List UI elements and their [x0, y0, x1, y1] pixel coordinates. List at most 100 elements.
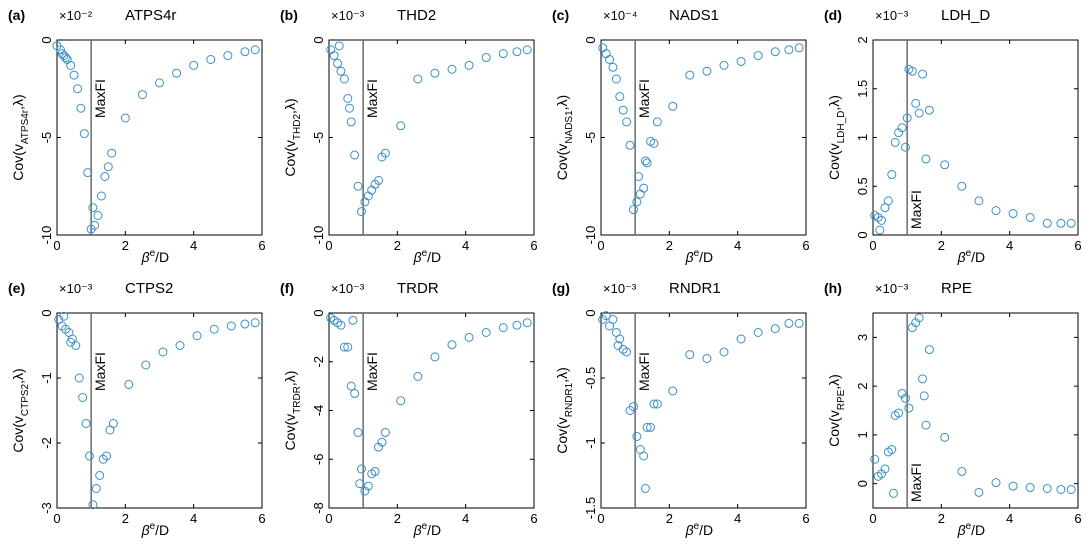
y-axis-label: Cov(vCTPS2,λ)	[10, 368, 31, 452]
data-point	[770, 324, 780, 334]
exponent-label: ×10⁻³	[59, 281, 93, 296]
data-point	[991, 206, 1001, 216]
panel-nads1: 0 2 4 6 0 -5 -10 MaxFI (c) ×10⁻⁴ NADS1 βe/D Cov(vNAD…	[552, 7, 810, 265]
x-tick-label: 0	[53, 238, 60, 253]
maxfi-label: MaxFI	[364, 352, 380, 391]
x-tick-label: 6	[1074, 238, 1081, 253]
x-tick-label: 6	[1074, 511, 1081, 526]
panel-ctps2: 0 2 4 6 0 -1 -2 -3 MaxFI (e) ×10⁻³ CTPS2 βe/D Cov(vCT…	[8, 280, 266, 538]
data-point	[141, 360, 151, 370]
data-point	[370, 466, 380, 476]
data-point	[367, 185, 377, 195]
y-tick-label: 2	[855, 383, 870, 390]
panel-title: RPE	[941, 280, 972, 297]
data-point	[613, 341, 623, 350]
data-point	[74, 373, 84, 383]
data-point	[345, 103, 354, 113]
data-point	[430, 68, 440, 78]
data-point	[1066, 484, 1076, 494]
y-tick-label: -10	[39, 226, 54, 245]
data-point	[608, 62, 618, 72]
data-point	[240, 319, 250, 329]
panel-label: (b)	[280, 7, 298, 23]
data-point	[447, 64, 457, 74]
data-point	[918, 374, 928, 384]
data-point	[84, 451, 94, 461]
data-point	[396, 396, 406, 406]
y-tick-label: 0	[855, 480, 870, 487]
data-point	[88, 203, 98, 213]
plot-frame	[56, 39, 263, 236]
data-point	[336, 320, 346, 330]
data-point	[1056, 484, 1066, 494]
data-point	[894, 408, 904, 418]
data-point	[124, 380, 134, 389]
y-axis-label: Cov(vNADS1,λ)	[554, 95, 575, 180]
data-point	[1042, 484, 1052, 493]
y-axis-label: Cov(vRNDR1,λ)	[554, 367, 575, 454]
y-tick-label: 2	[855, 36, 870, 43]
plot-frame	[328, 39, 535, 236]
x-tick-label: 2	[666, 511, 673, 526]
data-point	[608, 315, 618, 324]
data-point	[877, 469, 887, 479]
y-tick-label: 1	[855, 134, 870, 141]
data-point	[611, 74, 621, 84]
data-point	[897, 123, 907, 133]
data-point	[355, 479, 365, 489]
x-tick-label: 6	[530, 238, 537, 253]
data-point	[346, 117, 356, 127]
data-point	[784, 45, 794, 55]
data-point	[784, 318, 794, 328]
x-tick-label: 4	[1006, 238, 1013, 253]
data-point	[334, 41, 344, 51]
data-point	[512, 320, 522, 330]
data-point	[96, 191, 106, 201]
data-point	[155, 78, 164, 88]
x-tick-label: 0	[325, 511, 332, 526]
data-point	[622, 117, 632, 127]
data-point	[380, 148, 390, 158]
data-point	[601, 311, 611, 321]
plot-frame	[328, 312, 535, 509]
y-tick-label: -2	[39, 437, 54, 449]
x-tick-label: 4	[462, 511, 469, 526]
data-point	[1056, 218, 1066, 228]
y-tick-label: 0	[855, 231, 870, 238]
x-tick-label: 2	[938, 238, 945, 253]
panel-rndr1: 0 2 4 6 0 -0.5 -1 -1.5 MaxFI (g) ×10⁻³ RNDR1 βe/D Cov…	[552, 280, 810, 538]
data-point	[628, 205, 638, 215]
data-point	[794, 318, 804, 328]
data-point	[702, 354, 712, 363]
x-tick-label: 0	[53, 511, 60, 526]
maxfi-label: MaxFI	[364, 79, 380, 118]
data-point	[907, 323, 917, 333]
x-tick-label: 4	[734, 238, 741, 253]
y-axis-label: Cov(vTRDR,λ)	[282, 371, 303, 451]
data-point	[137, 90, 147, 100]
data-point	[363, 481, 373, 491]
data-point	[883, 196, 893, 206]
y-tick-label: -5	[583, 132, 598, 144]
data-point	[206, 55, 216, 64]
panel-title: RNDR1	[669, 280, 721, 297]
data-point	[911, 98, 921, 108]
x-tick-label: 0	[597, 238, 604, 253]
data-point	[336, 66, 346, 76]
data-point	[356, 464, 366, 474]
data-point	[904, 403, 914, 413]
data-point	[794, 43, 804, 53]
y-tick-label: 0	[311, 309, 326, 316]
x-tick-label: 2	[122, 238, 129, 253]
data-point	[770, 47, 780, 57]
data-point	[719, 347, 729, 357]
data-point	[73, 84, 82, 94]
panel-rpe: 0 2 4 6 3 2 1 0 MaxFI (h) ×10⁻³ RPE βe/D Cov(vRPE,λ)	[824, 280, 1082, 538]
data-point	[346, 381, 356, 391]
data-point	[974, 196, 984, 206]
data-point	[625, 140, 635, 150]
x-tick-label: 4	[462, 238, 469, 253]
data-point	[464, 332, 474, 342]
data-point	[98, 454, 108, 464]
x-tick-label: 4	[734, 511, 741, 526]
